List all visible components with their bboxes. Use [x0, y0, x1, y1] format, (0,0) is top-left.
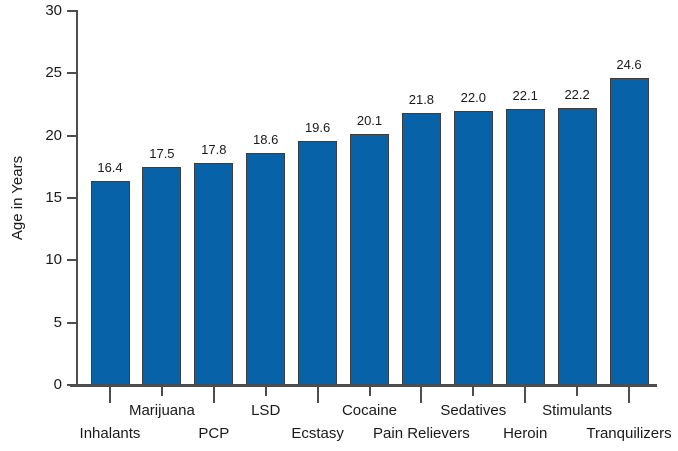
x-tick: [576, 386, 579, 396]
x-category-label: Tranquilizers: [586, 425, 672, 442]
bar-marijuana: [142, 166, 182, 385]
bar-tranquilizers: [609, 78, 649, 385]
x-category-label: PCP: [198, 425, 230, 442]
bar-value-label: 21.8: [408, 92, 435, 108]
x-tick: [524, 386, 527, 403]
x-tick: [420, 386, 423, 403]
y-tick-label: 25: [45, 64, 62, 82]
x-category-label: Sedatives: [440, 402, 507, 419]
bar-value-label: 22.0: [460, 89, 486, 105]
bar-sedatives: [453, 110, 493, 385]
y-tick-label: 5: [53, 313, 62, 331]
y-axis-title: Age in Years: [9, 155, 26, 241]
x-tick: [212, 386, 215, 403]
y-tick: [67, 321, 76, 324]
bar-stimulants: [557, 108, 597, 385]
x-tick: [264, 386, 267, 396]
y-tick: [67, 259, 76, 262]
bar-pcp: [194, 163, 234, 385]
x-tick: [316, 386, 319, 403]
x-category-label: Heroin: [503, 425, 548, 442]
bar-inhalants: [90, 180, 130, 385]
bar-value-label: 22.1: [512, 88, 538, 104]
x-category-label: Marijuana: [128, 402, 195, 419]
x-tick: [160, 386, 163, 396]
x-category-label: Ecstasy: [291, 425, 344, 442]
bar-pain-relievers: [401, 113, 441, 385]
y-tick-label: 20: [45, 126, 62, 144]
bar-ecstasy: [298, 140, 338, 385]
x-category-label: Stimulants: [542, 402, 613, 419]
x-category-label: Inhalants: [79, 425, 141, 442]
x-tick: [472, 386, 475, 396]
y-tick: [67, 197, 76, 199]
bar-value-label: 24.6: [616, 57, 642, 73]
x-category-label: Pain Relievers: [373, 425, 470, 442]
y-tick-label: 30: [45, 2, 62, 19]
x-category-label: Cocaine: [341, 402, 398, 419]
bar-value-label: 17.8: [201, 142, 227, 158]
y-tick: [67, 134, 76, 137]
y-axis-line: [76, 10, 78, 386]
bar-lsd: [246, 153, 286, 385]
bar-value-label: 18.6: [253, 132, 279, 148]
y-tick-label: 10: [45, 251, 62, 269]
x-tick: [628, 386, 630, 403]
bar-value-label: 17.5: [149, 145, 175, 161]
bar-value-label: 16.4: [97, 159, 123, 175]
x-tick: [368, 386, 371, 396]
y-tick: [67, 10, 76, 12]
bar-value-label: 20.1: [356, 113, 383, 129]
y-tick-label: 15: [45, 189, 62, 206]
bar-heroin: [505, 109, 545, 385]
bar-value-label: 22.2: [564, 87, 590, 103]
x-tick: [109, 386, 111, 403]
bar-value-label: 19.6: [304, 119, 331, 135]
y-tick: [67, 72, 76, 75]
y-tick-label: 0: [53, 376, 62, 393]
x-category-label: LSD: [251, 402, 281, 419]
x-axis-line: [70, 384, 657, 387]
bar-cocaine: [350, 134, 389, 385]
